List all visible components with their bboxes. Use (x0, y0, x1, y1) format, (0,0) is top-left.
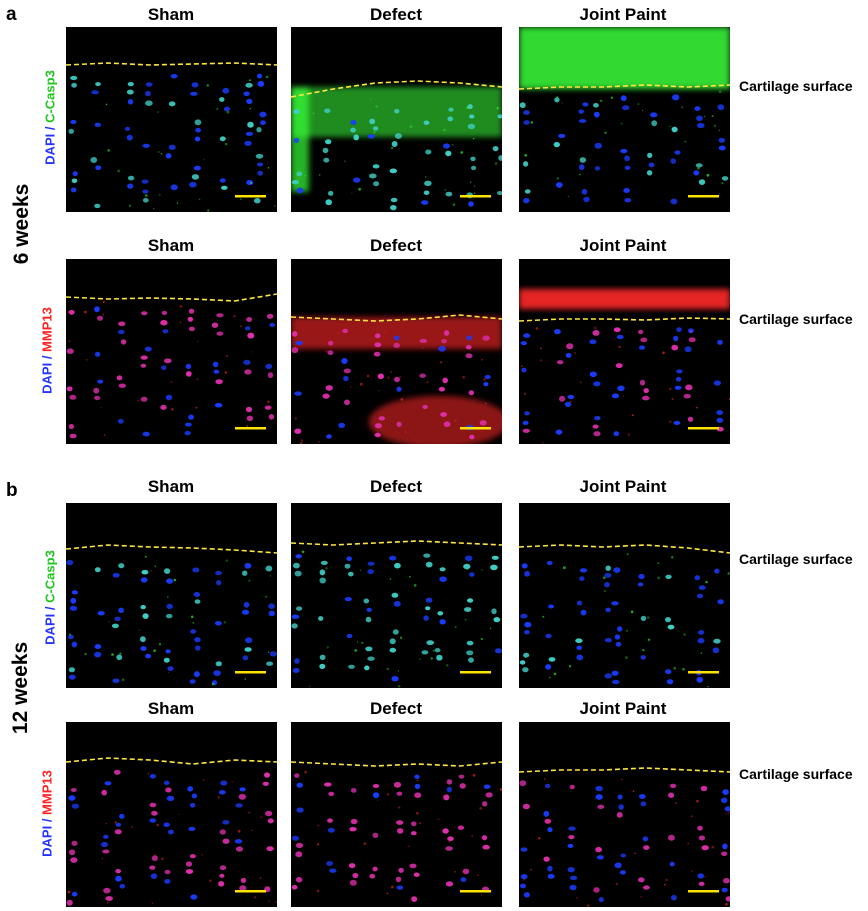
column-title-joint-paint: Joint Paint (579, 236, 667, 255)
column-title-joint-paint: Joint Paint (579, 699, 667, 718)
stain-marker: MMP13 (39, 307, 55, 352)
time-label-12-weeks: 12 weeks (9, 641, 32, 735)
stain-sep: / (39, 351, 55, 363)
micrograph-6wk-casp3-sham (66, 27, 277, 212)
micrograph-12wk-casp3-sham (66, 503, 277, 688)
stain-dapi: DAPI (39, 362, 55, 394)
micrograph-image (291, 503, 502, 688)
micrograph-6wk-mmp13-defect (291, 259, 502, 444)
scale-bar (460, 427, 491, 430)
stain-marker: C-Casp3 (42, 550, 58, 603)
micrograph-12wk-mmp13-defect (291, 722, 502, 907)
stain-marker: C-Casp3 (42, 70, 58, 123)
column-title-joint-paint: Joint Paint (579, 477, 667, 496)
stain-label-row-3: DAPI / C-Casp3 (43, 533, 58, 663)
column-title-defect: Defect (370, 236, 422, 255)
panel-label-b: b (6, 480, 18, 501)
micrograph-12wk-casp3-joint-paint (519, 503, 730, 688)
cartilage-surface-label: Cartilage surface (739, 551, 853, 567)
stain-marker: MMP13 (39, 770, 55, 815)
scale-bar (460, 671, 491, 674)
cartilage-surface-label: Cartilage surface (739, 311, 853, 327)
cartilage-surface-line (519, 767, 730, 773)
stain-sep: / (42, 122, 58, 134)
stain-dapi: DAPI (39, 825, 55, 857)
stain-dapi: DAPI (42, 133, 58, 165)
column-title-sham: Sham (147, 477, 195, 496)
scale-bar (688, 671, 719, 674)
micrograph-12wk-casp3-defect (291, 503, 502, 688)
column-title-joint-paint: Joint Paint (579, 5, 667, 24)
cartilage-surface-line (519, 317, 730, 322)
stain-label-row-4: DAPI / MMP13 (40, 754, 55, 874)
stain-label-row-1: DAPI / C-Casp3 (43, 53, 58, 183)
micrograph-image (291, 722, 502, 907)
scale-bar (688, 195, 719, 198)
column-title-defect: Defect (370, 477, 422, 496)
cartilage-surface-line (291, 761, 502, 767)
stain-sep: / (42, 602, 58, 614)
stain-dapi: DAPI (42, 613, 58, 645)
micrograph-image (519, 722, 730, 907)
cartilage-surface-line (66, 544, 277, 554)
scale-bar (460, 890, 491, 893)
scale-bar (235, 195, 266, 198)
cartilage-surface-label: Cartilage surface (739, 766, 853, 782)
cartilage-surface-line (519, 544, 730, 554)
cartilage-surface-label: Cartilage surface (739, 78, 853, 94)
scale-bar (235, 427, 266, 430)
scale-bar (235, 890, 266, 893)
column-title-sham: Sham (147, 699, 195, 718)
stain-sep: / (39, 814, 55, 826)
cartilage-surface-line (519, 84, 730, 90)
column-title-sham: Sham (147, 5, 195, 24)
cartilage-surface-line (291, 314, 502, 322)
micrograph-image (519, 259, 730, 444)
cartilage-surface-line (291, 80, 502, 98)
micrograph-6wk-casp3-joint-paint (519, 27, 730, 212)
stain-label-row-2: DAPI / MMP13 (40, 291, 55, 411)
cartilage-surface-line (66, 62, 277, 66)
column-title-defect: Defect (370, 5, 422, 24)
micrograph-6wk-casp3-defect (291, 27, 502, 212)
panel-label-a: a (6, 4, 17, 25)
micrograph-6wk-mmp13-joint-paint (519, 259, 730, 444)
scale-bar (688, 427, 719, 430)
scale-bar (235, 671, 266, 674)
time-label-6-weeks: 6 weeks (10, 183, 33, 265)
micrograph-image (66, 259, 277, 444)
micrograph-image (66, 27, 277, 212)
micrograph-12wk-mmp13-sham (66, 722, 277, 907)
scale-bar (460, 195, 491, 198)
cartilage-surface-line (66, 757, 277, 765)
micrograph-image (519, 503, 730, 688)
micrograph-image (519, 27, 730, 212)
column-title-defect: Defect (370, 699, 422, 718)
micrograph-image (291, 259, 502, 444)
micrograph-6wk-mmp13-sham (66, 259, 277, 444)
cartilage-surface-line (291, 540, 502, 546)
scale-bar (688, 890, 719, 893)
micrograph-image (291, 27, 502, 212)
micrograph-image (66, 503, 277, 688)
column-title-sham: Sham (147, 236, 195, 255)
micrograph-12wk-mmp13-joint-paint (519, 722, 730, 907)
micrograph-image (66, 722, 277, 907)
cartilage-surface-line (66, 293, 277, 302)
